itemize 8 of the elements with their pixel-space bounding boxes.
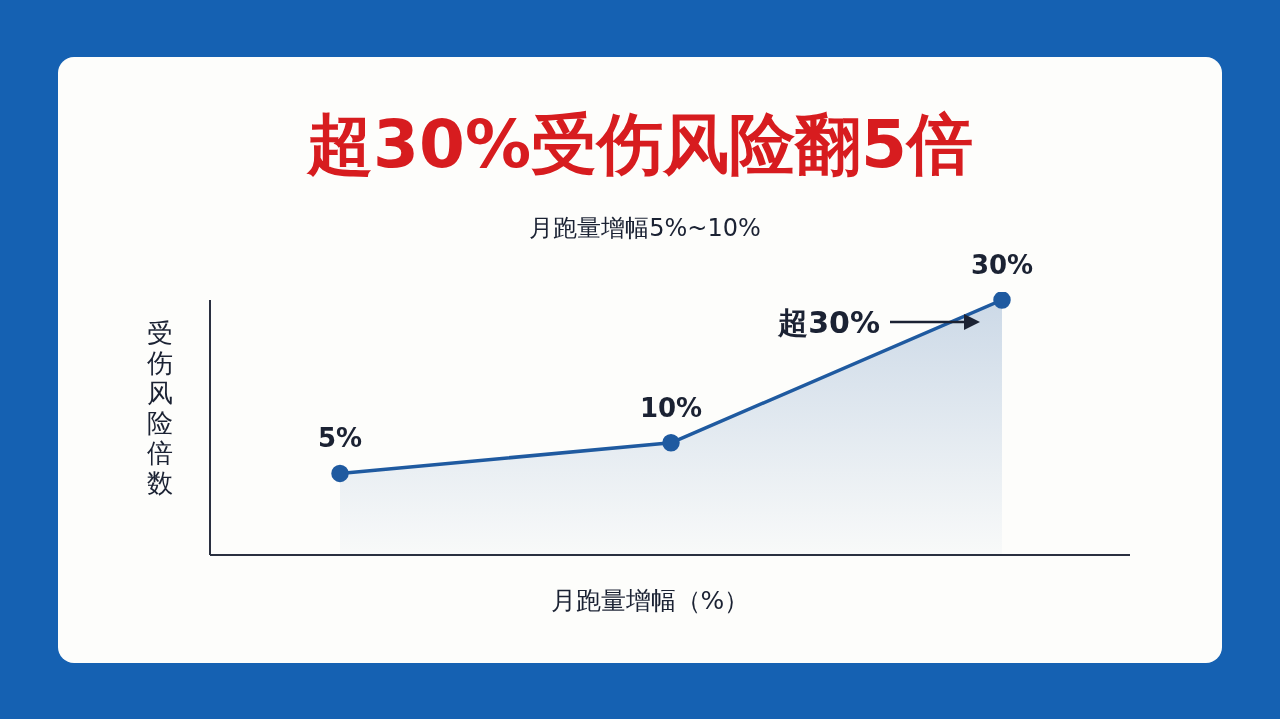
x-tick-label: 5% (317, 423, 363, 454)
x-tick-label: 30% (970, 250, 1034, 280)
x-axis-title: 月跑量增幅（%） (549, 585, 751, 617)
chart-subtitle: 月跑量增幅5%~10% (528, 213, 762, 244)
annotation: 超30% (778, 304, 880, 342)
chart-title: 超30%受伤风险翻5倍 (305, 105, 974, 185)
x-tick-label: 10% (639, 392, 703, 423)
y-axis-title: 受伤风险倍数 (146, 318, 174, 498)
